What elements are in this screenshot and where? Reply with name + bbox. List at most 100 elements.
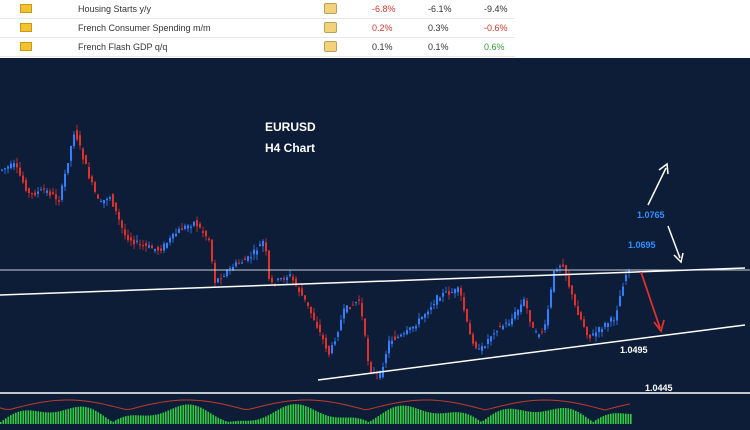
histogram-bar xyxy=(145,415,147,424)
histogram-bar xyxy=(252,420,255,424)
histogram-bar xyxy=(162,412,165,424)
histogram-bar xyxy=(350,417,352,424)
candle xyxy=(136,240,138,242)
histogram-bar xyxy=(405,405,407,424)
histogram-bar xyxy=(535,412,537,424)
histogram-bar xyxy=(115,420,117,424)
histogram-bar xyxy=(580,413,582,424)
histogram-bar xyxy=(595,420,597,424)
candle xyxy=(622,286,624,296)
calendar: Housing Starts y/y -6.8% -6.1% -9.4% Fre… xyxy=(0,0,750,58)
candle xyxy=(265,242,267,252)
candle xyxy=(550,289,552,308)
candle xyxy=(319,324,321,333)
histogram-bar xyxy=(75,407,77,424)
histogram-bar xyxy=(65,409,67,424)
histogram-bar xyxy=(422,410,425,424)
histogram-bar xyxy=(577,412,580,424)
histogram-bar xyxy=(462,412,465,424)
histogram-bar xyxy=(407,406,410,424)
level-label: 1.0445 xyxy=(645,383,673,393)
actual: -6.8% xyxy=(372,0,428,19)
candle xyxy=(490,336,492,342)
candle xyxy=(103,199,105,204)
candle xyxy=(169,238,171,243)
candle xyxy=(118,211,120,220)
candle xyxy=(55,194,57,200)
histogram-bar xyxy=(370,420,372,424)
candle xyxy=(331,345,333,354)
candle xyxy=(400,334,402,337)
candle xyxy=(496,331,498,333)
histogram-bar xyxy=(477,419,480,424)
histogram-bar xyxy=(52,412,55,424)
previous: 0.6% xyxy=(484,37,515,57)
candle xyxy=(577,306,579,316)
candle xyxy=(562,264,564,267)
arrow xyxy=(647,162,669,206)
candle xyxy=(433,304,435,306)
row: Housing Starts y/y -6.8% -6.1% -9.4% xyxy=(0,0,515,19)
candle xyxy=(397,336,399,338)
signal-line xyxy=(0,399,631,411)
candle xyxy=(544,324,546,330)
trend-line xyxy=(0,267,746,296)
histogram-bar xyxy=(215,416,217,424)
candle xyxy=(31,193,33,195)
histogram-bar xyxy=(377,416,380,424)
histogram-bar xyxy=(320,413,322,424)
histogram-bar xyxy=(282,407,285,424)
histogram-bar xyxy=(537,411,540,424)
histogram-bar xyxy=(317,411,320,424)
histogram-bar xyxy=(240,420,242,424)
histogram-bar xyxy=(67,408,70,424)
candle xyxy=(406,330,408,335)
candle xyxy=(334,341,336,345)
histogram-bar xyxy=(625,413,627,424)
histogram-bar xyxy=(492,413,495,424)
histogram-bar xyxy=(322,414,325,424)
histogram-bar xyxy=(607,414,610,424)
candle xyxy=(385,354,387,364)
histogram-bar xyxy=(57,411,60,424)
candle xyxy=(601,329,603,333)
histogram-bar xyxy=(187,404,190,424)
candle xyxy=(361,303,363,317)
candle xyxy=(409,327,411,330)
candle xyxy=(157,246,159,251)
histogram-bar xyxy=(15,412,17,424)
histogram-bar xyxy=(525,410,527,424)
histogram-bar xyxy=(267,415,270,424)
candle xyxy=(379,372,381,378)
candle xyxy=(262,241,264,247)
candle xyxy=(250,257,252,259)
histogram-bar xyxy=(150,415,152,424)
candle xyxy=(172,233,174,239)
histogram-bar xyxy=(20,411,22,424)
histogram-bar xyxy=(230,421,232,424)
candle xyxy=(232,266,234,271)
candle xyxy=(568,275,570,287)
candle xyxy=(286,277,288,281)
candle xyxy=(133,239,135,245)
candle xyxy=(517,309,519,316)
histogram-bar xyxy=(575,410,577,424)
histogram-bar xyxy=(475,418,477,424)
calendar-table: Housing Starts y/y -6.8% -6.1% -9.4% Fre… xyxy=(0,0,515,57)
candle xyxy=(229,267,231,269)
histogram-bar xyxy=(165,411,167,424)
histogram-bar xyxy=(257,419,260,424)
candle xyxy=(85,155,87,165)
histogram-bar xyxy=(222,420,225,424)
histogram-bar xyxy=(502,409,505,424)
histogram-bar xyxy=(112,421,115,424)
candle xyxy=(427,311,429,315)
candle xyxy=(541,331,543,333)
candle xyxy=(298,287,300,292)
histogram-bar xyxy=(5,418,7,424)
histogram-bar xyxy=(42,412,45,424)
histogram-bar xyxy=(602,416,605,424)
row: French Flash GDP q/q 0.1% 0.1% 0.6% xyxy=(0,37,515,57)
histogram-bar xyxy=(615,413,617,424)
histogram-bar xyxy=(387,409,390,424)
